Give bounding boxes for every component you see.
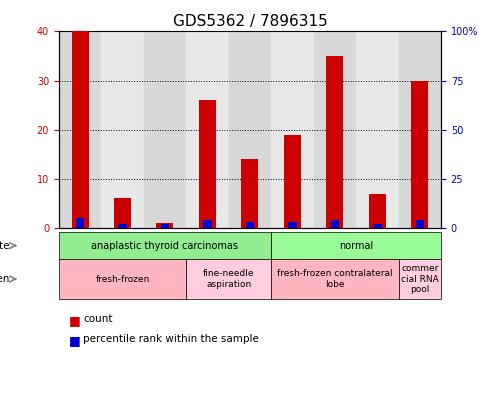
Title: GDS5362 / 7896315: GDS5362 / 7896315 [172,14,327,29]
Bar [326,56,343,228]
Text: ■: ■ [69,334,80,347]
Bar [161,224,169,228]
Bar [199,100,216,228]
Bar [144,31,186,228]
Bar [156,223,173,228]
Bar [331,220,339,228]
Bar [72,31,89,228]
Bar [229,31,271,228]
Text: percentile rank within the sample: percentile rank within the sample [83,334,259,344]
Bar [398,31,441,228]
Bar [416,220,424,228]
Bar [186,31,229,228]
Text: fresh-frozen contralateral
lobe: fresh-frozen contralateral lobe [277,269,392,289]
Bar [373,224,382,228]
Text: fresh-frozen: fresh-frozen [96,275,149,283]
Text: fine-needle
aspiration: fine-needle aspiration [203,269,254,289]
Bar [114,198,131,228]
Bar [288,222,296,228]
Bar [271,31,314,228]
Bar [411,81,428,228]
Bar [284,134,301,228]
Text: specimen: specimen [0,274,10,284]
Text: count: count [83,314,113,324]
Bar [245,222,254,228]
Text: anaplastic thyroid carcinomas: anaplastic thyroid carcinomas [92,241,239,251]
Bar [59,31,101,228]
Bar [314,31,356,228]
Bar [101,31,144,228]
Bar [356,31,398,228]
Bar [369,193,386,228]
Text: normal: normal [339,241,373,251]
Text: commer
cial RNA
pool: commer cial RNA pool [401,264,439,294]
Bar [118,224,127,228]
Bar [203,220,212,228]
Bar [242,159,258,228]
Text: disease state: disease state [0,241,10,251]
Text: ■: ■ [69,314,80,327]
Bar [76,218,84,228]
